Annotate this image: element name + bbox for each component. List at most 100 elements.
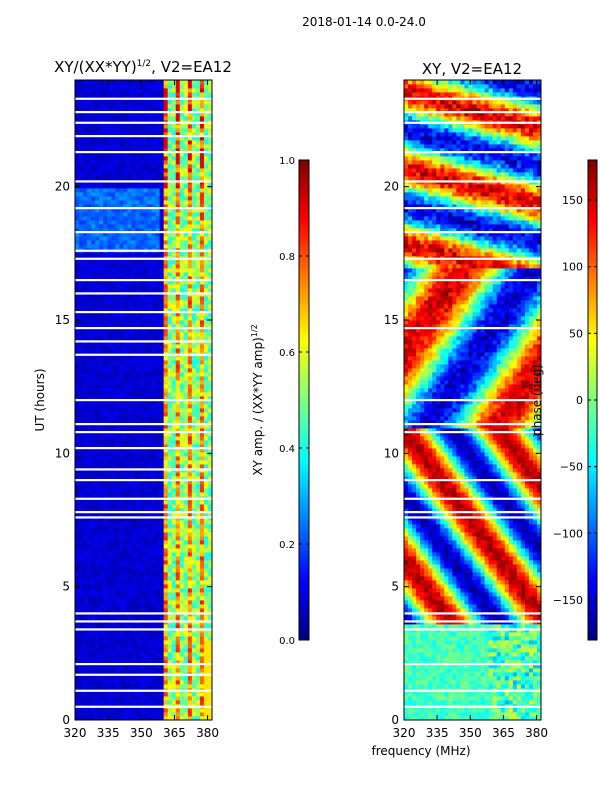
heatmap-cell <box>111 308 116 313</box>
heatmap-cell <box>199 536 205 541</box>
heatmap-cell <box>135 380 140 385</box>
heatmap-cell <box>79 136 84 141</box>
heatmap-cell <box>203 616 209 621</box>
heatmap-cell <box>131 224 136 229</box>
heatmap-cell <box>199 376 205 381</box>
heatmap-cell <box>135 456 140 461</box>
heatmap-cell <box>203 276 209 281</box>
heatmap-cell <box>75 404 80 409</box>
heatmap-cell <box>179 536 185 541</box>
heatmap-cell <box>139 552 144 557</box>
heatmap-cell <box>195 668 201 673</box>
heatmap-cell <box>111 332 116 337</box>
heatmap-cell <box>87 408 92 413</box>
heatmap-cell <box>207 436 213 441</box>
heatmap-cell <box>123 456 128 461</box>
heatmap-cell <box>127 660 132 665</box>
heatmap-cell <box>123 376 128 381</box>
heatmap-cell <box>123 384 128 389</box>
heatmap-cell <box>179 400 185 405</box>
heatmap-cell <box>119 232 124 237</box>
heatmap-cell <box>143 448 148 453</box>
heatmap-cell <box>115 668 120 673</box>
heatmap-cell <box>103 152 108 157</box>
heatmap-cell <box>115 696 120 701</box>
heatmap-cell <box>99 508 104 513</box>
heatmap-cell <box>151 436 156 441</box>
heatmap-cell <box>75 488 80 493</box>
heatmap-cell <box>187 276 193 281</box>
heatmap-cell <box>87 696 92 701</box>
heatmap-cell <box>123 656 128 661</box>
heatmap-cell <box>127 440 132 445</box>
heatmap-cell <box>103 396 108 401</box>
heatmap-cell <box>127 596 132 601</box>
heatmap-cell <box>103 488 108 493</box>
heatmap-cell <box>155 260 161 265</box>
heatmap-cell <box>179 332 185 337</box>
heatmap-cell <box>143 564 148 569</box>
heatmap-cell <box>203 200 209 205</box>
heatmap-cell <box>159 376 165 381</box>
heatmap-cell <box>119 616 124 621</box>
heatmap-cell <box>187 372 193 377</box>
heatmap-cell <box>151 488 156 493</box>
heatmap-cell <box>171 324 177 329</box>
heatmap-cell <box>187 636 193 641</box>
heatmap-cell <box>95 456 100 461</box>
heatmap-cell <box>83 252 88 257</box>
heatmap-cell <box>107 176 112 181</box>
heatmap-cell <box>139 272 144 277</box>
heatmap-cell <box>167 404 173 409</box>
heatmap-cell <box>147 356 152 361</box>
heatmap-cell <box>75 196 80 201</box>
heatmap-cell <box>163 152 169 157</box>
heatmap-cell <box>179 336 185 341</box>
heatmap-cell <box>115 132 120 137</box>
heatmap-cell <box>191 252 197 257</box>
heatmap-cell <box>127 420 132 425</box>
heatmap-cell <box>191 224 197 229</box>
heatmap-cell <box>151 144 156 149</box>
heatmap-cell <box>79 240 84 245</box>
heatmap-cell <box>159 312 165 317</box>
heatmap-cell <box>139 700 144 705</box>
heatmap-cell <box>111 152 116 157</box>
heatmap-cell <box>143 656 148 661</box>
heatmap-cell <box>119 148 124 153</box>
heatmap-cell <box>199 572 205 577</box>
heatmap-cell <box>123 308 128 313</box>
heatmap-cell <box>171 252 177 257</box>
heatmap-cell <box>195 664 201 669</box>
heatmap-cell <box>119 568 124 573</box>
heatmap-cell <box>167 512 173 517</box>
heatmap-cell <box>163 308 169 313</box>
heatmap-cell <box>119 176 124 181</box>
heatmap-cell <box>91 544 96 549</box>
heatmap-cell <box>191 236 197 241</box>
heatmap-cell <box>155 580 161 585</box>
heatmap-cell <box>143 580 148 585</box>
heatmap-cell <box>83 416 88 421</box>
heatmap-cell <box>167 712 173 717</box>
heatmap-cell <box>91 420 96 425</box>
heatmap-cell <box>139 184 144 189</box>
heatmap-cell <box>87 440 92 445</box>
heatmap-cell <box>99 288 104 293</box>
heatmap-cell <box>103 304 108 309</box>
heatmap-cell <box>187 204 193 209</box>
heatmap-cell <box>83 676 88 681</box>
heatmap-cell <box>199 332 205 337</box>
heatmap-cell <box>87 328 92 333</box>
heatmap-cell <box>99 236 104 241</box>
heatmap-cell <box>179 464 185 469</box>
heatmap-cell <box>159 508 165 513</box>
heatmap-cell <box>95 428 100 433</box>
heatmap-cell <box>123 172 128 177</box>
heatmap-cell <box>87 140 92 145</box>
heatmap-cell <box>155 464 161 469</box>
heatmap-cell <box>119 188 124 193</box>
heatmap-cell <box>111 216 116 221</box>
heatmap-cell <box>91 368 96 373</box>
heatmap-cell <box>75 192 80 197</box>
